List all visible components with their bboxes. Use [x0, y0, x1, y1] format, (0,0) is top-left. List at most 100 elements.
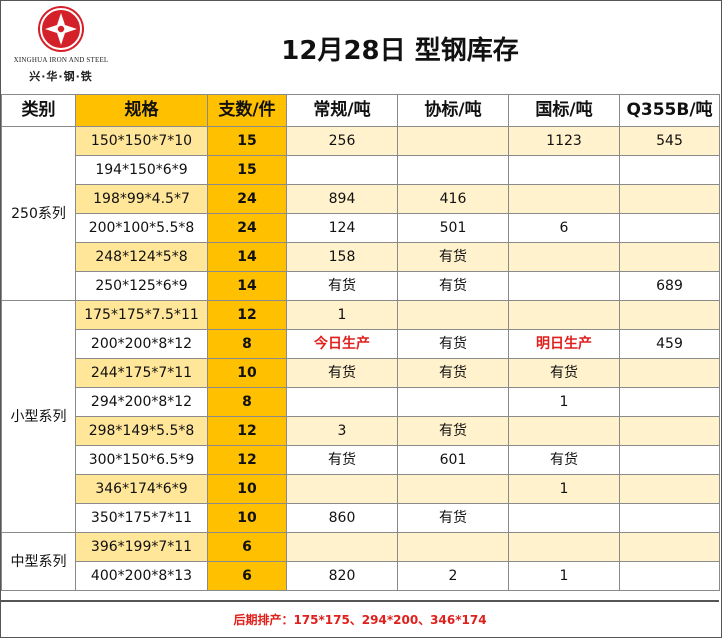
spec-cell: 200*100*5.5*8: [75, 213, 208, 243]
spec-cell: 346*174*6*9: [75, 474, 208, 504]
regular-cell: 今日生产: [286, 329, 398, 359]
assoc-standard-cell: 2: [397, 561, 509, 591]
regular-cell: [286, 532, 398, 562]
national-standard-cell: [508, 300, 620, 330]
column-header-regular: 常规/吨: [286, 94, 398, 127]
assoc-standard-cell: 有货: [397, 416, 509, 446]
category-cell: 250系列: [1, 126, 76, 301]
table-row: 中型系列 396*199*7*11 6: [1, 532, 720, 591]
spec-cell: 194*150*6*9: [75, 155, 208, 185]
table-row: 350*175*7*11 10 860 有货: [2, 503, 720, 533]
spec-cell: 250*125*6*9: [75, 271, 208, 301]
inventory-table: 类别 规格 支数/件 常规/吨 协标/吨 国标/吨 Q355B/吨 250系列 1…: [1, 94, 720, 591]
pieces-cell: 6: [207, 561, 287, 591]
column-header-assoc-standard: 协标/吨: [397, 94, 509, 127]
spec-cell: 350*175*7*11: [75, 503, 208, 533]
national-standard-cell: 有货: [508, 358, 620, 388]
spec-cell: 175*175*7.5*11: [75, 300, 208, 330]
page-title: 12月28日 型钢库存: [281, 36, 519, 66]
regular-cell: 820: [286, 561, 398, 591]
national-standard-cell: 明日生产: [508, 329, 620, 359]
column-header-spec: 规格: [75, 94, 208, 127]
q355b-cell: 545: [619, 126, 720, 156]
regular-cell: 有货: [286, 271, 398, 301]
spec-cell: 300*150*6.5*9: [75, 445, 208, 475]
table-row: 298*149*5.5*8 12 3 有货: [2, 416, 720, 446]
assoc-standard-cell: 有货: [397, 329, 509, 359]
national-standard-cell: 有货: [508, 445, 620, 475]
assoc-standard-cell: 416: [397, 184, 509, 214]
national-standard-cell: [508, 184, 620, 214]
q355b-cell: 459: [619, 329, 720, 359]
spec-cell: 198*99*4.5*7: [75, 184, 208, 214]
table-header-row: 类别 规格 支数/件 常规/吨 协标/吨 国标/吨 Q355B/吨: [1, 94, 720, 127]
category-cell: 小型系列: [1, 300, 76, 533]
column-header-category: 类别: [1, 94, 76, 127]
spec-cell: 248*124*5*8: [75, 242, 208, 272]
spec-cell: 150*150*7*10: [75, 126, 208, 156]
spec-cell: 400*200*8*13: [75, 561, 208, 591]
logo-emblem-icon: [38, 6, 84, 52]
assoc-standard-cell: [397, 474, 509, 504]
q355b-cell: [619, 503, 720, 533]
pieces-cell: 15: [207, 155, 287, 185]
column-header-national-standard: 国标/吨: [508, 94, 620, 127]
pieces-cell: 12: [207, 416, 287, 446]
table-row: 400*200*8*13 6 820 2 1: [2, 561, 720, 591]
national-standard-cell: [508, 532, 620, 562]
regular-cell: 860: [286, 503, 398, 533]
table-row: 198*99*4.5*7 24 894 416: [2, 184, 720, 214]
pieces-cell: 15: [207, 126, 287, 156]
table-row: 244*175*7*11 10 有货 有货 有货: [2, 358, 720, 388]
pieces-cell: 14: [207, 242, 287, 272]
q355b-cell: [619, 300, 720, 330]
table-row: 194*150*6*9 15: [2, 155, 720, 185]
assoc-standard-cell: 501: [397, 213, 509, 243]
national-standard-cell: 1: [508, 474, 620, 504]
national-standard-cell: [508, 503, 620, 533]
q355b-cell: [619, 532, 720, 562]
national-standard-cell: [508, 242, 620, 272]
pieces-cell: 24: [207, 213, 287, 243]
spec-cell: 298*149*5.5*8: [75, 416, 208, 446]
assoc-standard-cell: [397, 155, 509, 185]
assoc-standard-cell: 有货: [397, 358, 509, 388]
spec-cell: 200*200*8*12: [75, 329, 208, 359]
table-row: 248*124*5*8 14 158 有货: [2, 242, 720, 272]
pieces-cell: 8: [207, 329, 287, 359]
assoc-standard-cell: 601: [397, 445, 509, 475]
spec-cell: 244*175*7*11: [75, 358, 208, 388]
q355b-cell: 689: [619, 271, 720, 301]
company-logo: XINGHUA IRON AND STEEL 兴·华·钢·铁: [10, 4, 110, 88]
logo-chinese-name: 兴·华·钢·铁: [29, 70, 93, 83]
regular-cell: 1: [286, 300, 398, 330]
regular-cell: [286, 474, 398, 504]
assoc-standard-cell: 有货: [397, 271, 509, 301]
assoc-standard-cell: 有货: [397, 503, 509, 533]
q355b-cell: [619, 155, 720, 185]
q355b-cell: [619, 358, 720, 388]
assoc-standard-cell: [397, 300, 509, 330]
category-cell: 中型系列: [1, 532, 76, 591]
national-standard-cell: 6: [508, 213, 620, 243]
production-schedule-note: 后期排产：175*175、294*200、346*174: [1, 600, 719, 638]
q355b-cell: [619, 416, 720, 446]
column-header-q355b: Q355B/吨: [619, 94, 720, 127]
regular-cell: 894: [286, 184, 398, 214]
table-row: 200*100*5.5*8 24 124 501 6: [2, 213, 720, 243]
q355b-cell: [619, 184, 720, 214]
table-row: 小型系列 175*175*7.5*11 12 1: [1, 300, 720, 533]
q355b-cell: [619, 387, 720, 417]
national-standard-cell: [508, 155, 620, 185]
pieces-cell: 12: [207, 445, 287, 475]
inventory-table-body: 250系列 150*150*7*10 15 256 1123 545 194*150*6*9…: [1, 126, 720, 591]
regular-cell: 有货: [286, 358, 398, 388]
national-standard-cell: 1: [508, 387, 620, 417]
regular-cell: 158: [286, 242, 398, 272]
table-row: 294*200*8*12 8 1: [2, 387, 720, 417]
q355b-cell: [619, 242, 720, 272]
table-row: 346*174*6*9 10 1: [2, 474, 720, 504]
pieces-cell: 8: [207, 387, 287, 417]
table-row: 300*150*6.5*9 12 有货 601 有货: [2, 445, 720, 475]
pieces-cell: 14: [207, 271, 287, 301]
